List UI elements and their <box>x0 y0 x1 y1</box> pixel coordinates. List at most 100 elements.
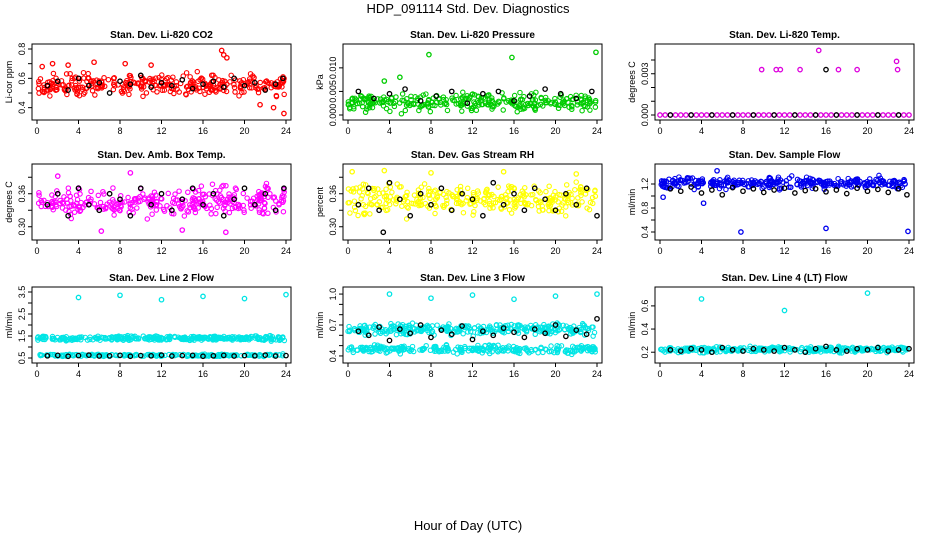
data-point <box>224 54 230 61</box>
data-point <box>209 181 216 187</box>
data-point <box>59 199 66 206</box>
data-point <box>426 185 432 192</box>
data-point <box>494 326 500 333</box>
data-point <box>460 89 466 96</box>
data-point <box>838 181 845 187</box>
data-point <box>573 95 580 102</box>
data-point <box>398 344 404 350</box>
data-point <box>355 212 361 219</box>
data-point <box>350 347 356 353</box>
data-point <box>457 183 464 190</box>
data-point <box>480 90 486 97</box>
data-point <box>511 296 517 303</box>
data-point <box>41 82 47 88</box>
data-point <box>179 227 186 233</box>
data-point <box>677 348 684 354</box>
data-point <box>589 194 596 201</box>
data-point <box>52 199 59 205</box>
plot-area <box>658 290 912 356</box>
data-point <box>432 210 438 217</box>
plot-frame <box>31 163 292 241</box>
data-point <box>272 207 279 214</box>
data-point <box>283 352 289 359</box>
y-axis-label: percent <box>315 186 325 217</box>
data-point <box>241 209 247 216</box>
data-point <box>579 199 585 205</box>
data-point <box>220 212 227 219</box>
data-point <box>120 84 127 90</box>
data-point <box>555 102 561 108</box>
data-point <box>101 191 107 197</box>
x-tick-label: 0 <box>657 126 662 136</box>
data-point <box>487 326 494 333</box>
data-point <box>129 199 135 206</box>
data-point <box>161 87 168 93</box>
data-point <box>233 186 240 193</box>
x-tick-label: 0 <box>345 369 350 379</box>
x-tick-label: 4 <box>699 369 704 379</box>
data-point <box>750 112 757 118</box>
data-point <box>194 68 201 75</box>
data-point <box>533 89 539 96</box>
data-point <box>714 167 720 174</box>
data-point <box>485 102 492 108</box>
data-point <box>200 353 206 360</box>
data-point <box>49 204 55 211</box>
x-tick-label: 24 <box>904 126 914 136</box>
data-point <box>111 212 117 218</box>
data-point <box>261 205 268 212</box>
data-point <box>355 88 362 95</box>
data-point <box>512 205 518 211</box>
data-point <box>54 173 61 179</box>
data-point <box>275 334 282 341</box>
data-point <box>775 176 781 183</box>
data-point <box>540 103 546 109</box>
data-point <box>428 334 434 341</box>
data-point <box>386 90 393 97</box>
data-point <box>709 349 715 356</box>
data-point <box>695 183 701 190</box>
data-point <box>453 101 459 107</box>
data-point <box>823 188 829 195</box>
data-point <box>148 352 154 359</box>
data-point <box>518 106 524 112</box>
data-point <box>65 353 71 360</box>
data-point <box>226 191 232 197</box>
data-point <box>69 78 75 84</box>
data-point <box>219 335 226 341</box>
data-point <box>771 179 778 186</box>
data-point <box>434 322 440 328</box>
data-point <box>562 196 568 202</box>
panel-4: Stan. Dev. Amb. Box Temp. 0 4 8 12 16 20 24 0.30… <box>4 150 292 256</box>
data-point <box>198 183 205 189</box>
data-point <box>36 192 42 198</box>
data-point <box>208 211 214 217</box>
data-point <box>357 344 364 351</box>
data-point <box>490 332 497 339</box>
data-point <box>221 202 228 209</box>
data-point <box>486 193 492 199</box>
data-point <box>379 204 386 210</box>
data-point <box>677 188 684 195</box>
x-tick-label: 20 <box>239 369 249 379</box>
data-point <box>460 200 466 207</box>
data-point <box>126 91 132 98</box>
data-point <box>189 196 196 203</box>
data-point <box>63 71 70 77</box>
data-point <box>151 189 158 195</box>
data-point <box>220 84 227 90</box>
data-point <box>875 112 881 118</box>
data-point <box>807 112 814 118</box>
data-point <box>226 209 233 216</box>
data-point <box>895 347 902 353</box>
plot-area <box>658 167 911 235</box>
x-tick-label: 8 <box>740 126 745 136</box>
data-point <box>709 112 715 118</box>
data-point <box>365 185 372 192</box>
data-point <box>905 228 911 235</box>
data-point <box>202 91 208 97</box>
data-point <box>171 352 178 359</box>
panel-title: Stan. Dev. Amb. Box Temp. <box>97 150 225 161</box>
data-point <box>835 66 842 73</box>
data-point <box>210 190 217 197</box>
